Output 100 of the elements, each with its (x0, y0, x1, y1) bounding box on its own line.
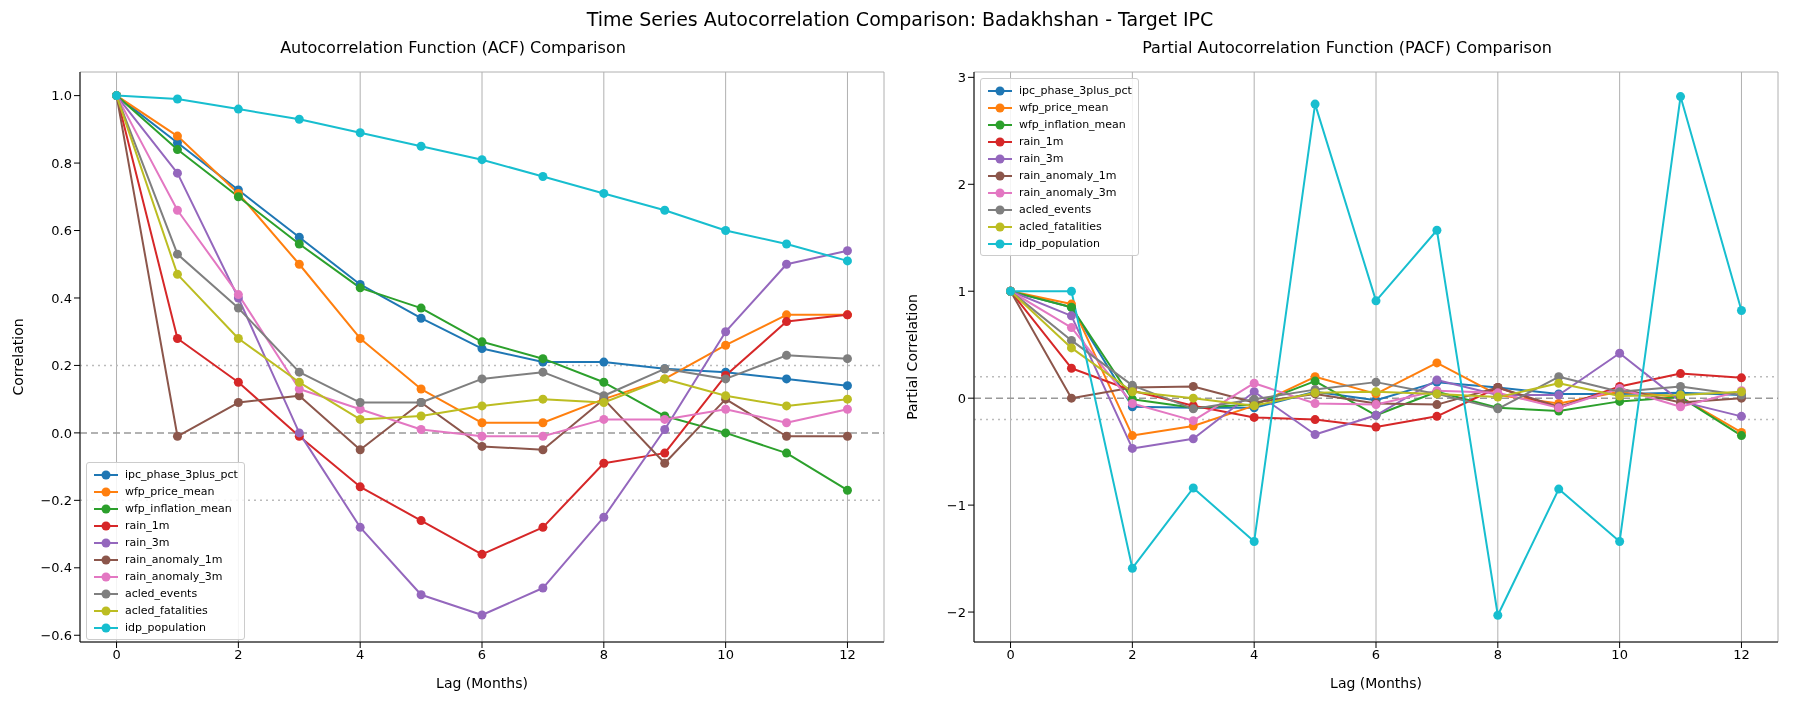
chart-title: Autocorrelation Function (ACF) Comparison (279, 38, 627, 59)
point (1432, 411, 1442, 421)
legend-label: rain_anomaly_1m (125, 553, 223, 566)
point (842, 394, 852, 404)
point (416, 384, 426, 394)
point (355, 333, 365, 343)
point (416, 516, 426, 526)
point (538, 522, 548, 532)
point (172, 269, 182, 279)
point (416, 590, 426, 600)
point (842, 381, 852, 391)
x-tick-label: 6 (477, 647, 487, 663)
point (599, 512, 609, 522)
point (1066, 323, 1076, 333)
point (660, 458, 670, 468)
point (1736, 431, 1746, 441)
point (599, 398, 609, 408)
point (1188, 393, 1198, 403)
point (1127, 443, 1137, 453)
point (660, 205, 670, 215)
x-tick-label: 6 (1371, 647, 1381, 663)
point (477, 418, 487, 428)
point (599, 414, 609, 424)
legend-label: acled_events (125, 587, 198, 600)
point (294, 259, 304, 269)
point (1736, 373, 1746, 383)
point (1066, 286, 1076, 296)
point (416, 425, 426, 435)
legend-label: rain_1m (1019, 135, 1064, 148)
point (172, 431, 182, 441)
point (842, 485, 852, 495)
point (355, 414, 365, 424)
point (1493, 610, 1503, 620)
point (782, 401, 792, 411)
point (538, 394, 548, 404)
x-tick-label: 8 (1493, 647, 1502, 663)
legend-label: acled_fatalities (125, 604, 208, 617)
x-tick-label: 8 (599, 647, 608, 663)
point (842, 256, 852, 266)
point (842, 431, 852, 441)
point (842, 404, 852, 414)
point (1249, 536, 1259, 546)
legend-label: acled_fatalities (1019, 220, 1102, 233)
point (660, 448, 670, 458)
y-tick-label: 1 (957, 283, 966, 299)
point (721, 428, 731, 438)
x-tick-label: 2 (234, 647, 243, 663)
point (538, 445, 548, 455)
point (1371, 422, 1381, 432)
point (721, 404, 731, 414)
y-tick-label: −2 (946, 604, 966, 620)
legend-label: rain_1m (125, 519, 170, 532)
point (1432, 358, 1442, 368)
point (1736, 411, 1746, 421)
point (233, 192, 243, 202)
point (1432, 225, 1442, 235)
y-tick-label: 2 (957, 176, 966, 192)
point (1127, 431, 1137, 441)
x-tick-label: 4 (1250, 647, 1259, 663)
point (599, 357, 609, 367)
point (294, 377, 304, 387)
legend-label: wfp_price_mean (125, 485, 215, 498)
x-tick-label: 0 (112, 647, 121, 663)
point (1554, 484, 1564, 494)
legend-label: rain_anomaly_3m (125, 570, 223, 583)
point (1188, 434, 1198, 444)
point (599, 188, 609, 198)
y-tick-label: 0 (957, 390, 966, 406)
point (172, 249, 182, 259)
legend-label: wfp_inflation_mean (1019, 118, 1126, 131)
y-tick-label: 0.6 (51, 223, 72, 239)
y-tick-label: −0.6 (40, 627, 72, 643)
point (172, 333, 182, 343)
legend-label: idp_population (1019, 237, 1101, 250)
point (233, 377, 243, 387)
y-tick-label: −1 (946, 497, 966, 513)
point (355, 445, 365, 455)
point (355, 482, 365, 492)
point (1310, 99, 1320, 109)
x-axis-title: Lag (Months) (436, 675, 528, 691)
y-tick-label: −0.4 (40, 560, 72, 576)
point (416, 141, 426, 151)
point (1188, 381, 1198, 391)
point (1736, 305, 1746, 315)
legend-label: rain_anomaly_1m (1019, 169, 1117, 182)
point (355, 398, 365, 408)
point (416, 411, 426, 421)
point (294, 239, 304, 249)
point (477, 155, 487, 165)
point (599, 458, 609, 468)
point (721, 327, 731, 337)
x-tick-label: 10 (717, 647, 734, 663)
point (477, 610, 487, 620)
point (416, 303, 426, 313)
point (1066, 311, 1076, 321)
legend-label: ipc_phase_3plus_pct (1019, 84, 1132, 97)
point (233, 104, 243, 114)
legend-label: idp_population (125, 621, 207, 634)
point (355, 522, 365, 532)
legend-label: wfp_price_mean (1019, 101, 1109, 114)
